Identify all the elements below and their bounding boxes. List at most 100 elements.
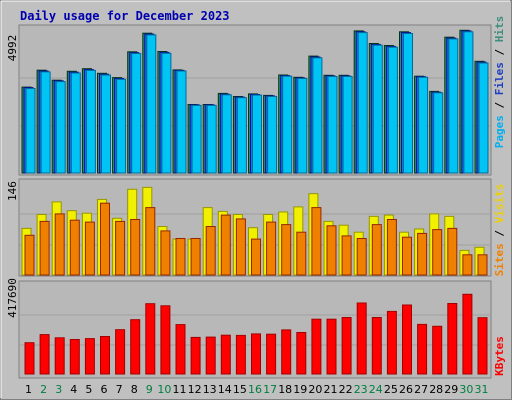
bar-kbytes-day-5 (84, 338, 95, 375)
bar-pages-day-20 (312, 57, 323, 174)
bar-pages-day-14 (221, 94, 232, 174)
day-label-17: 17 (263, 383, 277, 396)
bar-pages-day-30 (463, 31, 474, 174)
bar-sites-day-8 (130, 219, 141, 276)
bar-pages-day-24 (372, 44, 383, 174)
day-label-26: 26 (399, 383, 413, 396)
bar-pages-day-7 (116, 78, 127, 174)
bar-pages-day-27 (418, 76, 429, 174)
bar-pages-day-17 (267, 96, 278, 174)
day-label-12: 12 (188, 383, 202, 396)
hits-max-label: 4992 (6, 35, 19, 62)
bar-kbytes-day-26 (402, 304, 412, 375)
bar-kbytes-day-4 (69, 339, 80, 375)
day-label-30: 30 (459, 383, 473, 396)
day-label-27: 27 (414, 383, 428, 396)
bar-kbytes-day-24 (371, 317, 382, 375)
kbytes-legend: KBytes (493, 336, 506, 376)
bar-sites-day-21 (326, 225, 337, 276)
day-label-20: 20 (308, 383, 322, 396)
legend-visits: Visits (493, 184, 506, 224)
bar-kbytes-day-30 (462, 293, 473, 375)
legend-hits: Hits (493, 16, 506, 43)
bar-sites-day-19 (296, 231, 307, 276)
bar-kbytes-day-31 (477, 317, 488, 375)
bar-kbytes-day-11 (175, 324, 186, 375)
bar-kbytes-day-8 (130, 319, 141, 375)
bar-sites-day-1 (24, 234, 35, 276)
day-label-18: 18 (278, 383, 292, 396)
day-label-2: 2 (40, 383, 47, 396)
bar-sites-day-23 (356, 238, 367, 276)
bar-kbytes-day-15 (235, 334, 246, 375)
bar-pages-day-3 (55, 81, 66, 174)
bar-pages-day-9 (146, 34, 157, 174)
day-label-6: 6 (101, 383, 108, 396)
bar-sites-day-9 (145, 207, 156, 276)
visits-legend-text: Sites / Visits (493, 184, 506, 277)
day-label-5: 5 (85, 383, 92, 396)
bar-kbytes-day-14 (220, 334, 231, 375)
bar-sites-day-25 (386, 219, 397, 276)
bar-pages-day-10 (161, 52, 172, 174)
bar-pages-day-29 (448, 38, 459, 174)
bar-sites-day-15 (235, 218, 246, 276)
bar-pages-day-26 (403, 33, 413, 174)
chart-title: Daily usage for December 2023 (20, 9, 230, 23)
kbytes-max-label: 417690 (6, 278, 19, 318)
day-label-24: 24 (369, 383, 383, 396)
bar-pages-day-23 (357, 32, 368, 174)
bar-pages-day-11 (176, 70, 187, 174)
bar-sites-day-20 (311, 207, 322, 276)
bar-sites-day-3 (54, 213, 65, 276)
day-label-25: 25 (384, 383, 398, 396)
bar-pages-day-12 (191, 104, 202, 174)
bar-sites-day-4 (69, 219, 80, 276)
day-label-31: 31 (475, 383, 489, 396)
bar-kbytes-day-25 (386, 310, 397, 375)
bar-kbytes-day-29 (447, 303, 458, 375)
day-label-10: 10 (157, 383, 171, 396)
bar-sites-day-5 (84, 221, 95, 276)
bar-kbytes-day-23 (356, 302, 367, 375)
bar-kbytes-day-22 (341, 317, 352, 375)
day-label-23: 23 (354, 383, 368, 396)
day-label-22: 22 (339, 383, 353, 396)
day-label-8: 8 (131, 383, 138, 396)
hits-legend-text: Pages / Files / Hits (493, 16, 506, 149)
bar-kbytes-day-18 (281, 329, 292, 375)
day-label-14: 14 (218, 383, 232, 396)
bar-sites-day-29 (447, 227, 458, 276)
day-label-28: 28 (429, 383, 443, 396)
bar-pages-day-19 (297, 78, 308, 174)
bar-kbytes-day-13 (205, 336, 216, 375)
bar-kbytes-day-16 (251, 333, 261, 375)
legend-kbytes: KBytes (493, 336, 506, 376)
x-axis-day-labels: 1 2 3 4 5 6 7 8 9 10 11 12 13 14 15 16 17 18 19 20 21 22 23 24 2… (25, 383, 489, 396)
bar-kbytes-day-1 (24, 342, 35, 375)
bar-kbytes-day-3 (54, 337, 65, 375)
bar-kbytes-day-9 (145, 303, 156, 375)
hits-legend: Pages / Files / Hits (493, 16, 506, 149)
day-label-16: 16 (248, 383, 262, 396)
bar-sites-day-30 (462, 254, 473, 276)
bar-sites-day-17 (266, 221, 277, 276)
day-label-19: 19 (293, 383, 307, 396)
bar-kbytes-day-6 (100, 336, 110, 375)
day-label-1: 1 (25, 383, 32, 396)
legend-files: Files (493, 62, 506, 95)
bar-sites-day-24 (371, 224, 382, 276)
bar-kbytes-day-10 (160, 305, 171, 375)
day-label-15: 15 (233, 383, 247, 396)
day-label-9: 9 (146, 383, 153, 396)
bar-kbytes-day-12 (190, 336, 201, 375)
bar-sites-day-26 (402, 236, 412, 276)
bar-pages-day-28 (433, 92, 444, 174)
legend-sites: Sites (493, 243, 506, 276)
bar-pages-day-4 (70, 72, 81, 174)
legend-pages: Pages (493, 115, 506, 148)
day-label-29: 29 (444, 383, 458, 396)
bar-pages-day-21 (327, 76, 338, 174)
day-label-4: 4 (70, 383, 77, 396)
visits-legend: Sites / Visits (493, 184, 506, 277)
